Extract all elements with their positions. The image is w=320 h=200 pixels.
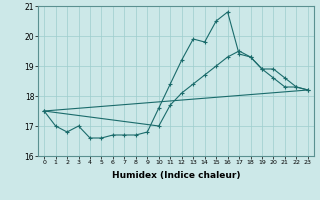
X-axis label: Humidex (Indice chaleur): Humidex (Indice chaleur) xyxy=(112,171,240,180)
